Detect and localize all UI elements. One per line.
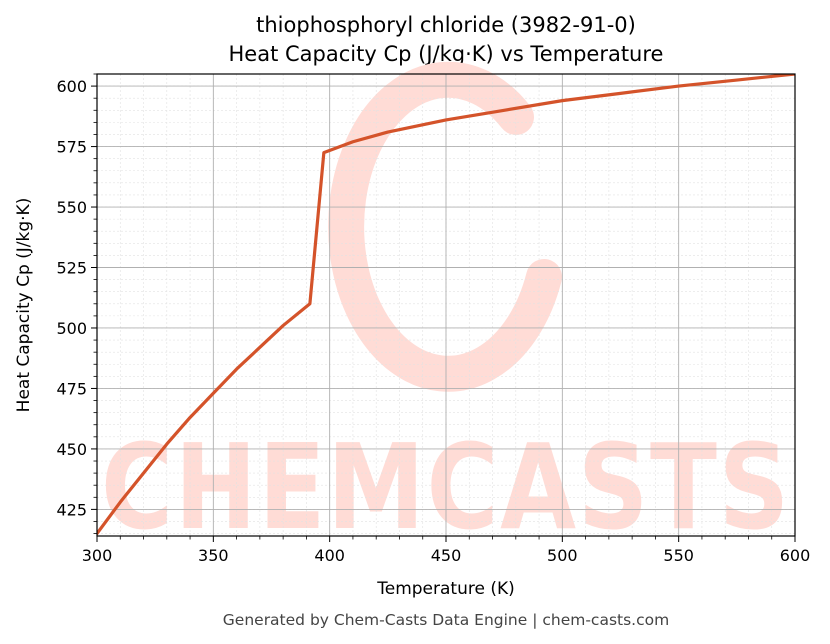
- footer-credit: Generated by Chem-Casts Data Engine | ch…: [223, 611, 669, 629]
- x-tick-label: 300: [82, 546, 113, 565]
- y-tick-label: 500: [56, 319, 87, 338]
- x-tick-label: 350: [198, 546, 229, 565]
- y-tick-label: 550: [56, 198, 87, 217]
- y-tick-label: 425: [56, 500, 87, 519]
- y-tick-label: 575: [56, 138, 87, 157]
- chart-title: thiophosphoryl chloride (3982-91-0): [256, 13, 636, 37]
- y-axis-ticks: 425 450 475 500 525 550 575 600: [56, 73, 97, 534]
- x-tick-label: 450: [431, 546, 462, 565]
- y-tick-label: 450: [56, 440, 87, 459]
- x-tick-label: 600: [780, 546, 811, 565]
- watermark: CHEMCASTS: [101, 61, 791, 556]
- y-axis-label: Heat Capacity Cp (J/kg·K): [14, 198, 34, 413]
- series-line: [97, 74, 795, 536]
- series-layer: [97, 74, 795, 536]
- y-tick-label: 525: [56, 259, 87, 278]
- x-axis-label: Temperature (K): [376, 579, 515, 599]
- x-tick-label: 400: [314, 546, 345, 565]
- y-tick-label: 475: [56, 379, 87, 398]
- watermark-swirl: [328, 61, 562, 392]
- watermark-text: CHEMCASTS: [101, 418, 791, 556]
- x-tick-label: 500: [547, 546, 578, 565]
- y-tick-label: 600: [56, 77, 87, 96]
- x-axis-ticks: 300 350 400 450 500 550 600: [82, 536, 811, 565]
- x-tick-label: 550: [663, 546, 694, 565]
